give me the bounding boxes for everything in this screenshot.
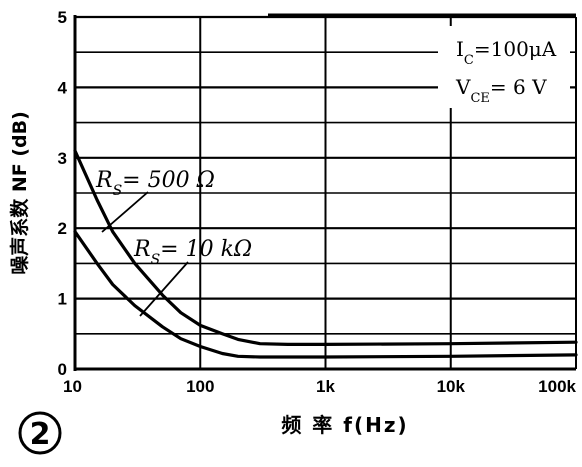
y-tick-label: 3 bbox=[58, 149, 67, 168]
conditions-backdrop bbox=[438, 26, 570, 108]
y-tick-label: 5 bbox=[58, 8, 67, 27]
x-tick-label: 100 bbox=[186, 377, 214, 396]
leader-line-rs-10k bbox=[139, 261, 189, 317]
y-tick-label: 0 bbox=[58, 360, 67, 379]
figure-number-circle bbox=[18, 411, 62, 455]
series-label-rs-500: RS= 500 Ω bbox=[95, 168, 215, 199]
y-tick-label: 4 bbox=[58, 78, 68, 97]
figure-number: 2 bbox=[30, 417, 51, 452]
leader-line-rs-500 bbox=[101, 191, 149, 233]
y-tick-label: 2 bbox=[58, 219, 67, 238]
y-tick-label: 1 bbox=[58, 290, 67, 309]
series-line-rs-10k bbox=[73, 230, 578, 359]
series-label-rs-10k: RS= 10 kΩ bbox=[133, 237, 252, 268]
series-line-rs-500 bbox=[73, 149, 578, 346]
condition-vce: VCE= 6 V bbox=[455, 75, 547, 106]
condition-ic: IC=100μA bbox=[456, 37, 557, 68]
x-tick-label: 10 bbox=[63, 377, 82, 396]
x-tick-label: 100k bbox=[538, 377, 576, 396]
x-axis-title: 频 率 f(Hz) bbox=[281, 413, 408, 437]
x-tick-label: 1k bbox=[316, 377, 335, 396]
x-tick-label: 10k bbox=[437, 377, 466, 396]
y-axis-title: 噪声系数 NF (dB) bbox=[8, 111, 31, 275]
